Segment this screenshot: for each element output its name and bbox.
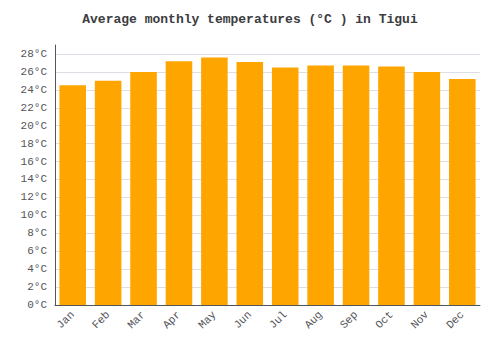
svg-text:Aug: Aug	[302, 309, 324, 331]
svg-text:16°C: 16°C	[21, 156, 48, 168]
svg-text:Feb: Feb	[90, 309, 112, 331]
svg-text:8°C: 8°C	[27, 227, 47, 239]
svg-text:Jul: Jul	[267, 309, 289, 331]
svg-text:Mar: Mar	[125, 309, 147, 331]
svg-text:0°C: 0°C	[27, 299, 47, 311]
svg-text:24°C: 24°C	[21, 84, 48, 96]
svg-text:12°C: 12°C	[21, 191, 48, 203]
svg-text:Oct: Oct	[373, 309, 395, 331]
svg-text:2°C: 2°C	[27, 281, 47, 293]
svg-text:4°C: 4°C	[27, 263, 47, 275]
svg-text:20°C: 20°C	[21, 120, 48, 132]
svg-text:Jun: Jun	[232, 309, 254, 331]
svg-text:14°C: 14°C	[21, 173, 48, 185]
svg-text:18°C: 18°C	[21, 138, 48, 150]
svg-text:Nov: Nov	[409, 308, 432, 331]
svg-text:26°C: 26°C	[21, 66, 48, 78]
svg-text:May: May	[196, 308, 219, 331]
svg-text:22°C: 22°C	[21, 102, 48, 114]
svg-text:Average monthly temperatures (: Average monthly temperatures (°C ) in Ti…	[82, 12, 418, 27]
svg-text:10°C: 10°C	[21, 209, 48, 221]
svg-text:6°C: 6°C	[27, 245, 47, 257]
svg-text:Apr: Apr	[161, 309, 183, 331]
svg-text:Jan: Jan	[54, 309, 76, 331]
svg-text:Sep: Sep	[338, 309, 360, 331]
svg-text:28°C: 28°C	[21, 48, 48, 60]
svg-text:Dec: Dec	[444, 309, 466, 331]
